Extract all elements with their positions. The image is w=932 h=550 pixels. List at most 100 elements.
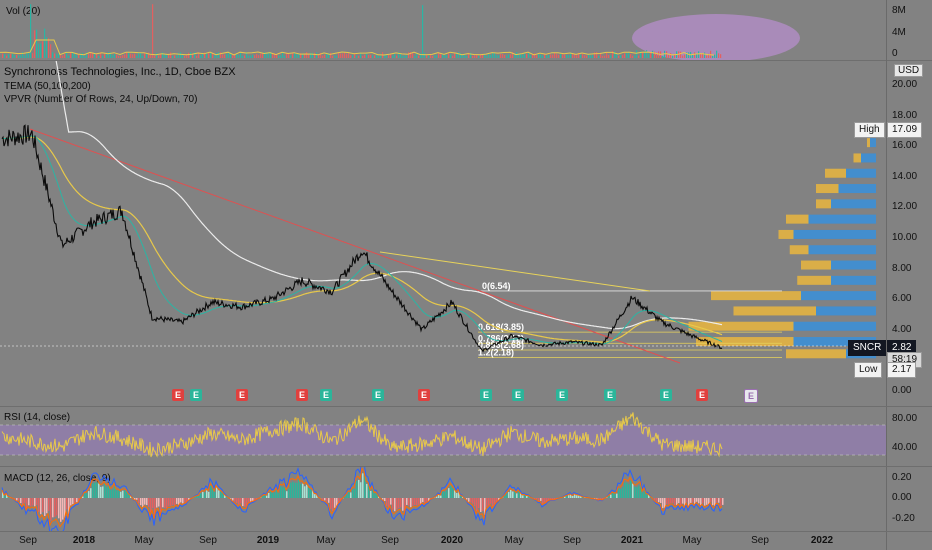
macd-histogram-bar — [8, 496, 10, 498]
macd-histogram-bar — [490, 498, 492, 504]
macd-histogram-bar — [20, 498, 22, 504]
volume-bar — [46, 37, 48, 58]
earnings-marker[interactable]: E — [744, 389, 758, 403]
volume-bar — [360, 52, 362, 58]
macd-histogram-bar — [394, 498, 396, 512]
volume-bar — [490, 54, 492, 58]
earnings-marker[interactable]: E — [660, 389, 672, 401]
volume-bar — [330, 52, 332, 58]
macd-histogram-bar — [460, 495, 462, 498]
rsi-chart[interactable] — [0, 407, 886, 465]
volume-bar — [542, 55, 544, 58]
volume-bar — [504, 55, 506, 58]
volume-bar — [10, 53, 12, 58]
volume-bar — [96, 53, 98, 58]
earnings-marker[interactable]: E — [236, 389, 248, 401]
macd-histogram-bar — [16, 498, 18, 501]
volume-bar — [590, 55, 592, 58]
macd-histogram-bar — [368, 484, 370, 498]
volume-bar — [332, 55, 334, 58]
earnings-marker[interactable]: E — [604, 389, 616, 401]
earnings-marker[interactable]: E — [320, 389, 332, 401]
macd-histogram-bar — [202, 491, 204, 498]
macd-histogram-bar — [152, 498, 154, 509]
volume-bar — [308, 54, 310, 58]
volume-bar — [500, 54, 502, 58]
volume-bar — [548, 54, 550, 58]
macd-histogram-bar — [100, 486, 102, 498]
earnings-marker[interactable]: E — [372, 389, 384, 401]
volume-bar — [286, 52, 288, 58]
macd-histogram-bar — [518, 491, 520, 498]
macd-histogram-bar — [622, 487, 624, 498]
macd-histogram-bar — [324, 498, 326, 501]
time-tick: Sep — [199, 535, 217, 546]
volume-bar — [556, 53, 558, 58]
volume-bar — [410, 52, 412, 58]
volume-bar — [306, 52, 308, 58]
volume-bar — [294, 53, 296, 58]
earnings-marker[interactable]: E — [172, 389, 184, 401]
volume-bar — [466, 55, 468, 58]
volume-bar — [18, 55, 20, 58]
volume-bar — [712, 55, 714, 58]
earnings-marker[interactable]: E — [480, 389, 492, 401]
macd-histogram-bar — [34, 498, 36, 507]
volume-bar — [198, 52, 200, 58]
macd-histogram-bar — [2, 491, 4, 498]
volume-bar — [602, 55, 604, 58]
volume-bar — [644, 51, 646, 58]
volume-bar — [24, 55, 26, 58]
macd-histogram-bar — [250, 498, 252, 502]
volume-bar — [352, 54, 354, 58]
volume-bar — [100, 52, 102, 58]
volume-bar — [718, 53, 720, 58]
macd-histogram-bar — [58, 498, 60, 519]
earnings-marker[interactable]: E — [696, 389, 708, 401]
macd-chart[interactable] — [0, 467, 886, 531]
vpvr-up-bar — [808, 245, 876, 255]
macd-histogram-bar — [692, 498, 694, 503]
earnings-marker[interactable]: E — [556, 389, 568, 401]
earnings-marker[interactable]: E — [418, 389, 430, 401]
volume-bar — [480, 54, 482, 58]
currency-badge[interactable]: USD — [894, 64, 924, 77]
volume-pane[interactable]: Vol (20) — [0, 0, 886, 60]
volume-bar — [346, 53, 348, 58]
rsi-tick: 80.00 — [892, 413, 918, 424]
macd-histogram-bar — [32, 498, 34, 506]
price-axis[interactable] — [886, 0, 932, 550]
macd-histogram-bar — [46, 498, 48, 514]
macd-histogram-bar — [640, 484, 642, 498]
macd-histogram-bar — [616, 493, 618, 498]
volume-bar — [26, 53, 28, 58]
macd-histogram-bar — [274, 492, 276, 498]
volume-bar — [646, 50, 648, 58]
separator — [0, 406, 932, 407]
macd-histogram-bar — [334, 498, 336, 508]
volume-bar — [404, 55, 406, 58]
volume-bar — [40, 43, 42, 58]
macd-histogram-bar — [408, 498, 410, 506]
volume-bar — [600, 53, 602, 58]
macd-histogram-bar — [402, 498, 404, 511]
volume-bar — [34, 30, 36, 58]
macd-histogram-bar — [598, 498, 600, 500]
macd-histogram-bar — [110, 489, 112, 498]
earnings-marker[interactable]: E — [296, 389, 308, 401]
volume-bar — [234, 53, 236, 58]
macd-histogram-bar — [470, 498, 472, 503]
macd-histogram-bar — [162, 498, 164, 508]
earnings-marker[interactable]: E — [512, 389, 524, 401]
price-chart[interactable]: 0(6.54) 0.618(3.85)0.786(3.12)0.886(2.68)… — [0, 61, 886, 401]
vpvr-down-bar — [816, 184, 839, 194]
macd-histogram-bar — [480, 498, 482, 512]
volume-tick: 8M — [892, 5, 906, 16]
macd-histogram-bar — [248, 498, 250, 503]
volume-bar — [592, 55, 594, 58]
volume-bar — [364, 54, 366, 58]
macd-histogram-bar — [702, 498, 704, 504]
earnings-marker[interactable]: E — [190, 389, 202, 401]
volume-bar — [640, 51, 642, 58]
volume-tick: 0 — [892, 48, 898, 59]
